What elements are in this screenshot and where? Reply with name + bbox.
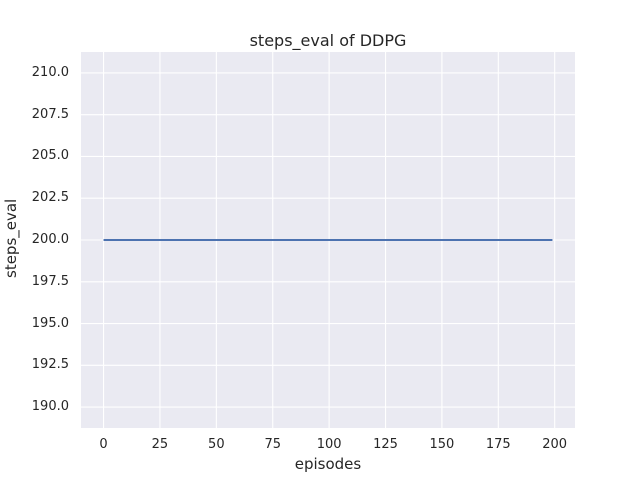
xtick-label: 100: [316, 437, 342, 452]
xtick-label: 150: [429, 437, 455, 452]
ytick-label: 190.0: [31, 399, 69, 415]
ytick-label: 192.5: [31, 357, 69, 373]
y-axis-label: steps_eval: [2, 198, 20, 278]
ytick-label: 207.5: [31, 106, 69, 122]
xtick-label: 200: [542, 437, 568, 452]
chart-title: steps_eval of DDPG: [249, 31, 407, 50]
plot-canvas: [81, 52, 575, 428]
ytick-label: 205.0: [31, 148, 69, 164]
ytick-label: 195.0: [31, 315, 69, 331]
xtick-label: 0: [99, 437, 108, 452]
ytick-label: 210.0: [31, 64, 69, 80]
x-axis-label: episodes: [294, 455, 362, 473]
xtick-label: 25: [151, 437, 169, 452]
ytick-label: 202.5: [31, 190, 69, 206]
xtick-label: 125: [373, 437, 398, 452]
xtick-label: 75: [264, 437, 281, 452]
xtick-label: 50: [208, 437, 225, 452]
ytick-label: 197.5: [31, 273, 69, 289]
ytick-label: 200.0: [31, 232, 69, 247]
plot-area: [81, 52, 575, 428]
xtick-label: 175: [485, 437, 511, 452]
